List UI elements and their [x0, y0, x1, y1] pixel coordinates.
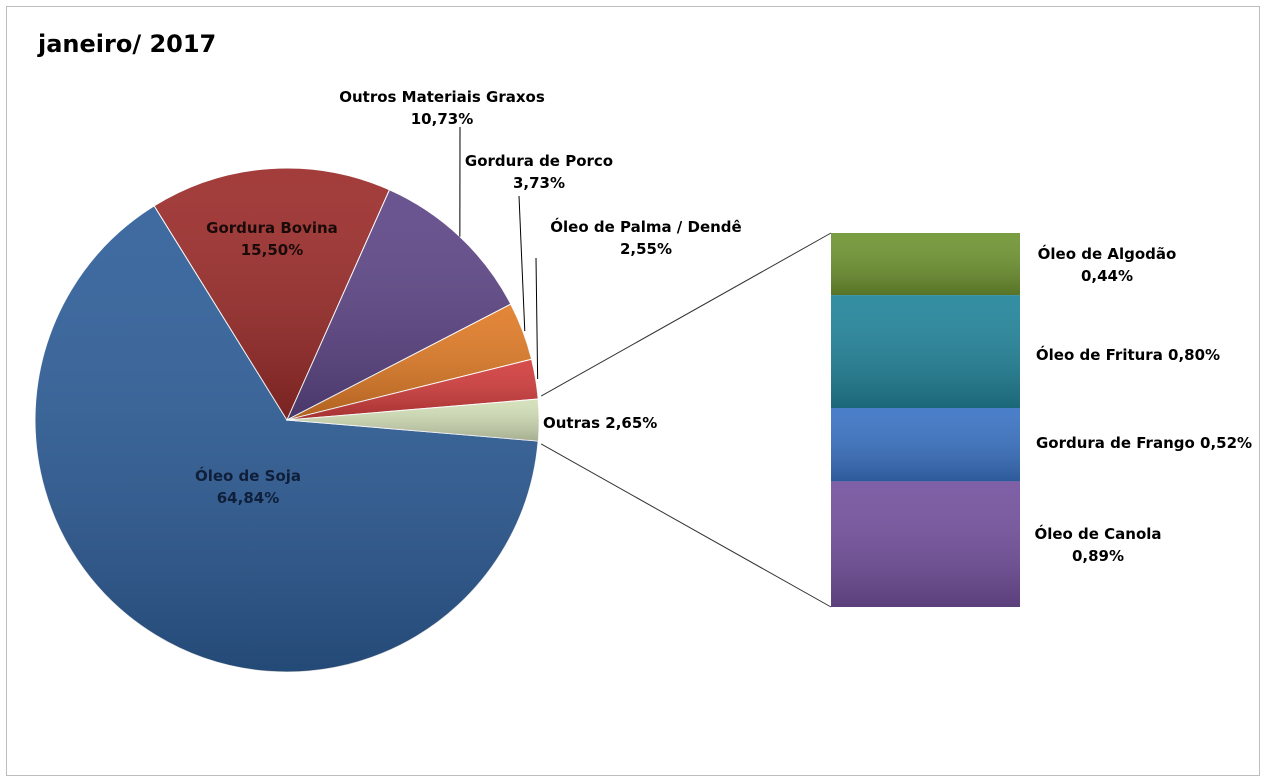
data-label-outras: Outras 2,65%: [543, 414, 657, 432]
data-label-oleo-de-fritura: Óleo de Fritura 0,80%: [1036, 345, 1220, 364]
connector-line-top: [541, 233, 831, 396]
bar-segments: [831, 233, 1020, 607]
bar-segment-oleo-de-algodao: [831, 233, 1020, 295]
leader-line-oleo-de-palma-dende: [536, 258, 538, 379]
leader-line-gordura-de-porco: [519, 196, 525, 331]
connector-line-bottom: [541, 444, 831, 607]
bar-segment-gordura-de-frango: [831, 408, 1020, 481]
bar-segment-oleo-de-fritura: [831, 295, 1020, 408]
data-label-gordura-de-frango: Gordura de Frango 0,52%: [1036, 434, 1252, 452]
bar-segment-oleo-de-canola: [831, 481, 1020, 607]
